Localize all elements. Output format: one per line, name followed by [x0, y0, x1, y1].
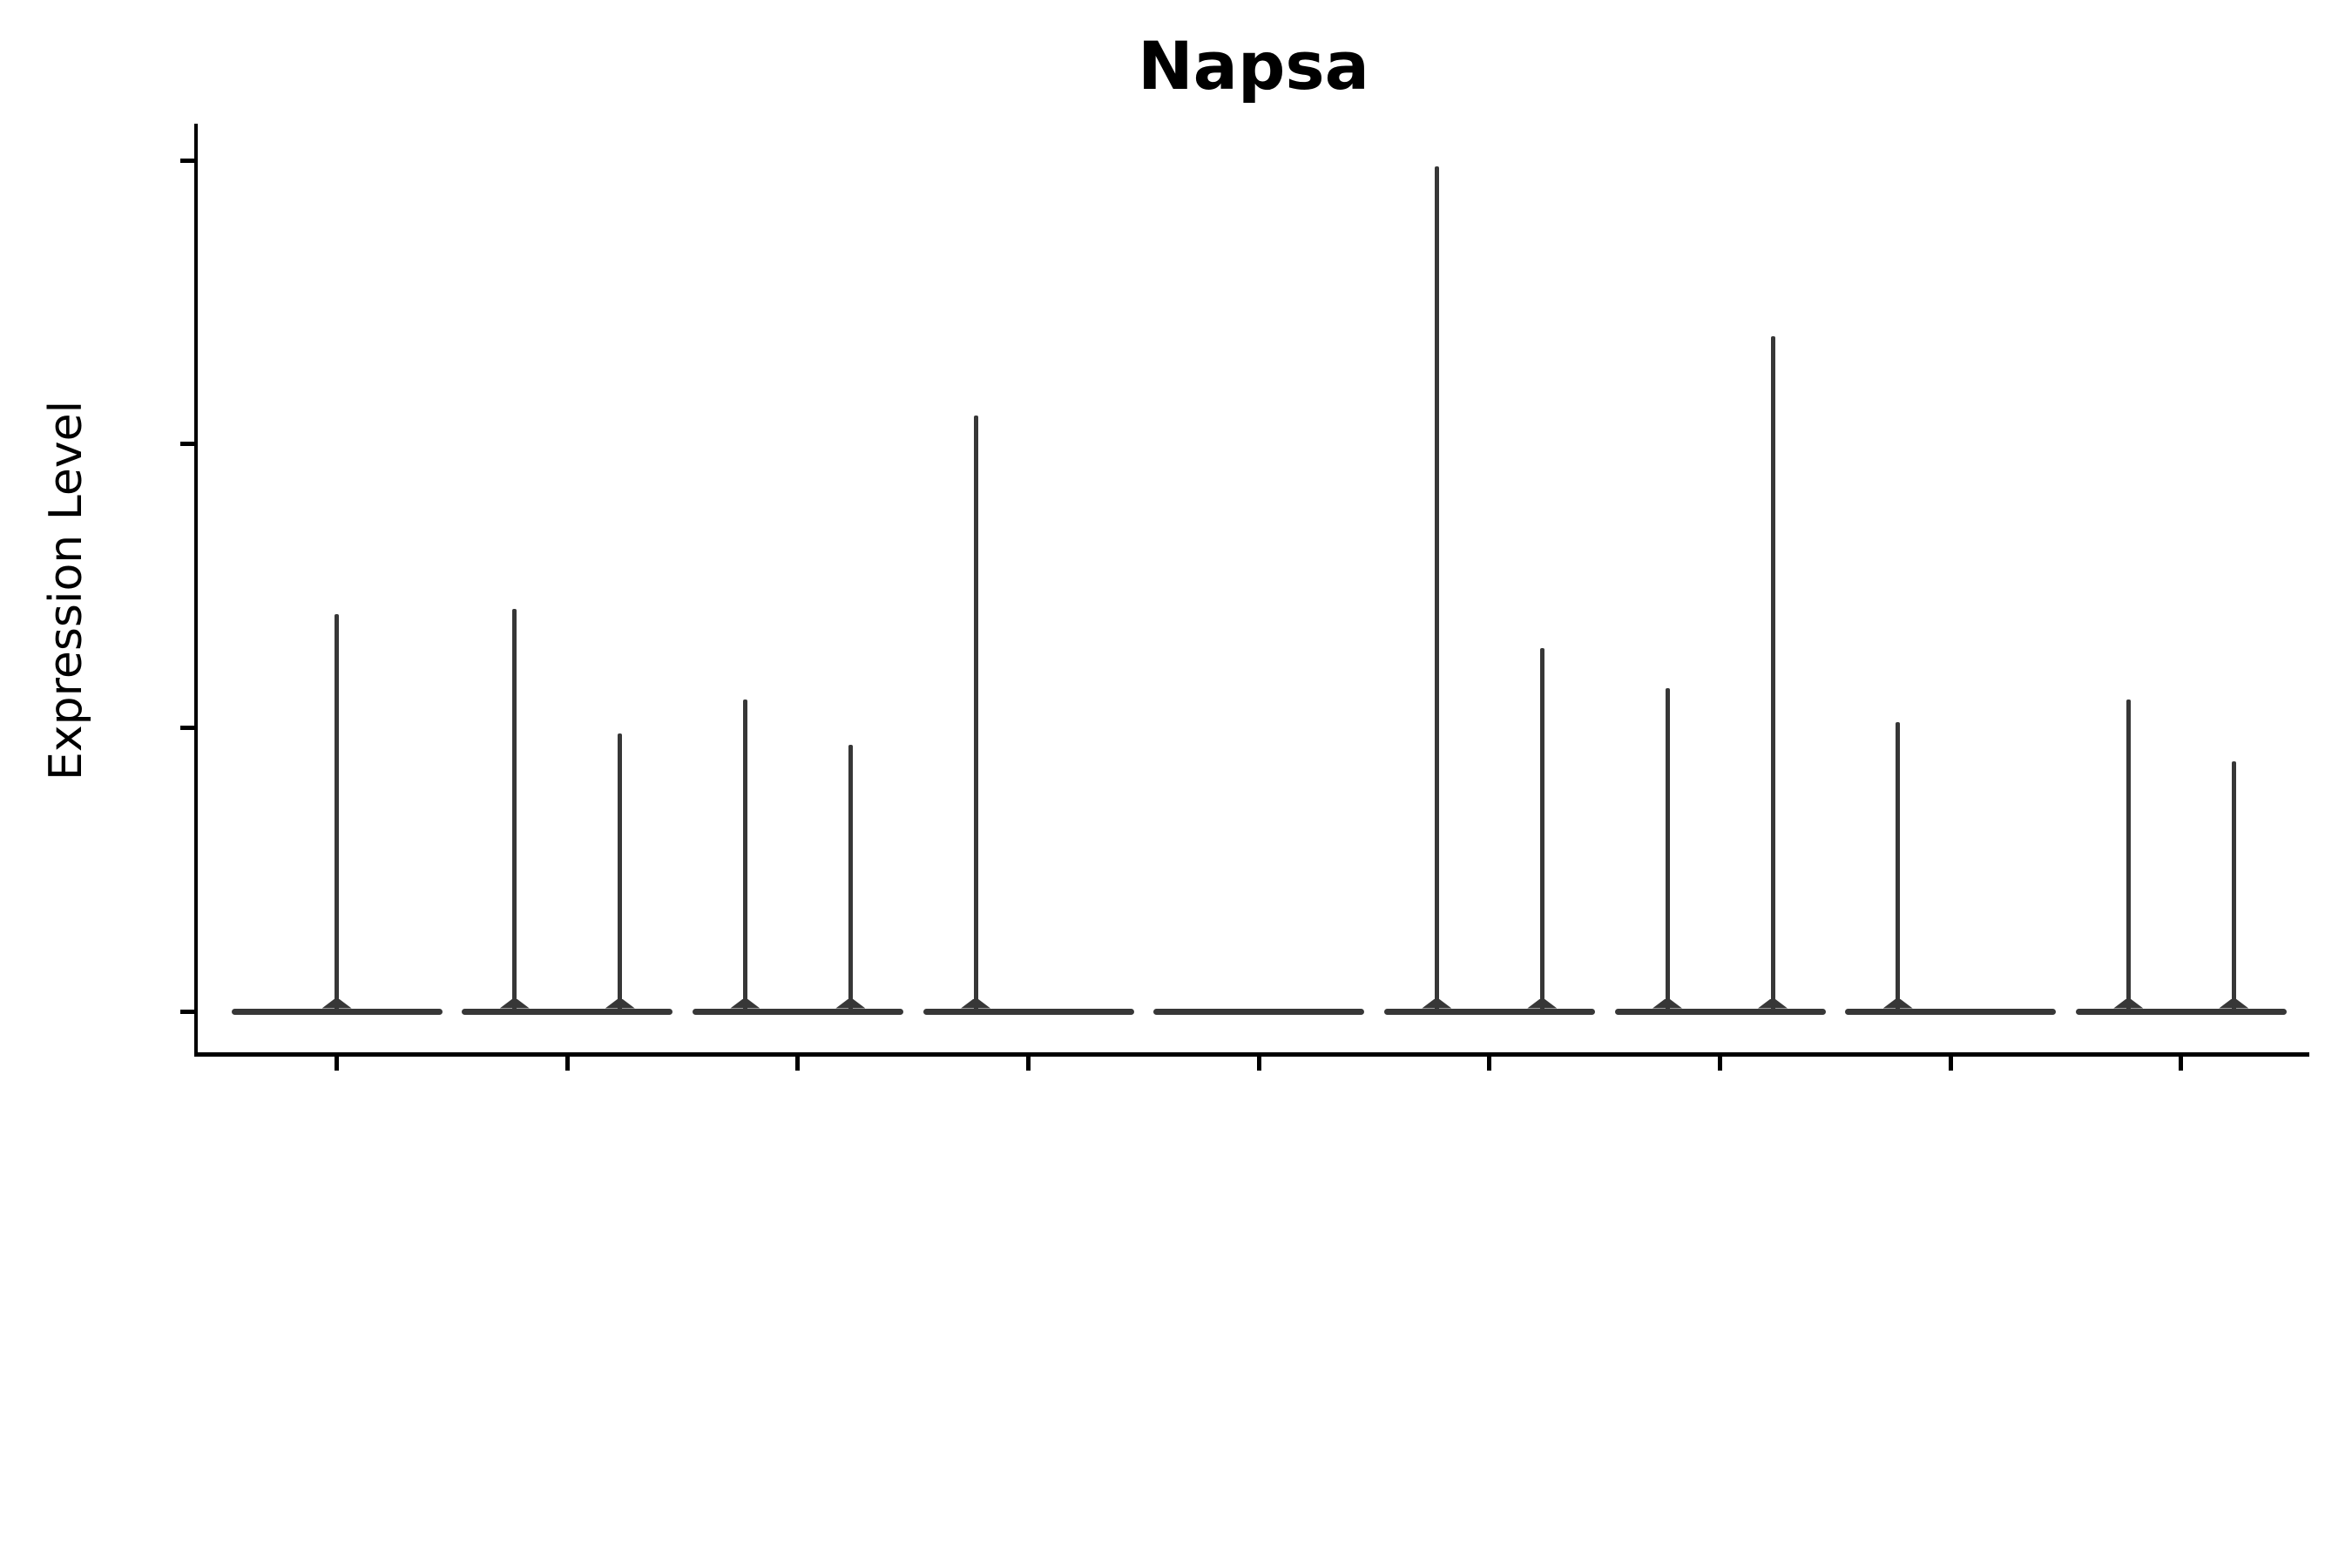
violin-spike-flare — [321, 998, 352, 1009]
violin-baseline — [2075, 1008, 2287, 1015]
violin-spike-flare — [1758, 998, 1788, 1009]
violin-spike-flare — [1422, 998, 1452, 1009]
violin-spike — [1896, 721, 1901, 1013]
x-tick-mark — [1948, 1056, 1953, 1071]
violin-baseline — [1153, 1008, 1365, 1015]
x-tick-mark — [564, 1056, 570, 1071]
y-axis-spine — [193, 124, 198, 1057]
y-axis-title: Expression Level — [40, 400, 92, 781]
x-tick-mark — [795, 1056, 801, 1071]
violin-spike-flare — [961, 998, 991, 1009]
violin-spike-flare — [835, 998, 866, 1009]
y-tick-mark — [179, 725, 194, 730]
violin-spike — [618, 733, 623, 1013]
violin-baseline — [1614, 1008, 1826, 1015]
violin-spike — [1434, 166, 1439, 1013]
chart-title: Napsa — [1138, 27, 1369, 105]
x-tick-mark — [335, 1056, 340, 1071]
violin-baseline — [923, 1008, 1134, 1015]
violin-spike — [1665, 687, 1670, 1013]
violin-spike-flare — [1652, 998, 1682, 1009]
violin-spike-flare — [2113, 998, 2144, 1009]
violin-spike — [742, 699, 747, 1013]
x-tick-mark — [2179, 1056, 2184, 1071]
violin-spike-flare — [2219, 998, 2249, 1009]
violin-spike — [2231, 761, 2236, 1013]
y-tick-mark — [179, 442, 194, 447]
violin-spike-flare — [499, 998, 530, 1009]
x-axis-spine — [193, 1052, 2309, 1057]
x-tick-mark — [1487, 1056, 1492, 1071]
violin-spike — [973, 416, 978, 1013]
violin-spike — [1539, 648, 1544, 1013]
violin-baseline — [1383, 1008, 1595, 1015]
x-tick-mark — [1718, 1056, 1722, 1071]
x-tick-mark — [1256, 1056, 1261, 1071]
violin-spike-flare — [1527, 998, 1558, 1009]
y-tick-mark — [179, 1009, 194, 1014]
violin-spike-flare — [730, 998, 760, 1009]
violin-spike — [2126, 699, 2131, 1013]
violin-spike — [335, 614, 340, 1013]
violin-baseline — [1845, 1008, 2057, 1015]
violin-baseline — [692, 1008, 903, 1015]
violin-baseline — [462, 1008, 673, 1015]
violin-spike — [512, 608, 517, 1013]
violin-spike-flare — [605, 998, 635, 1009]
violin-spike — [1770, 335, 1775, 1013]
violin-spike — [848, 744, 853, 1013]
y-tick-mark — [179, 158, 194, 163]
violin-spike-flare — [1882, 998, 1913, 1009]
x-tick-mark — [1026, 1056, 1031, 1071]
